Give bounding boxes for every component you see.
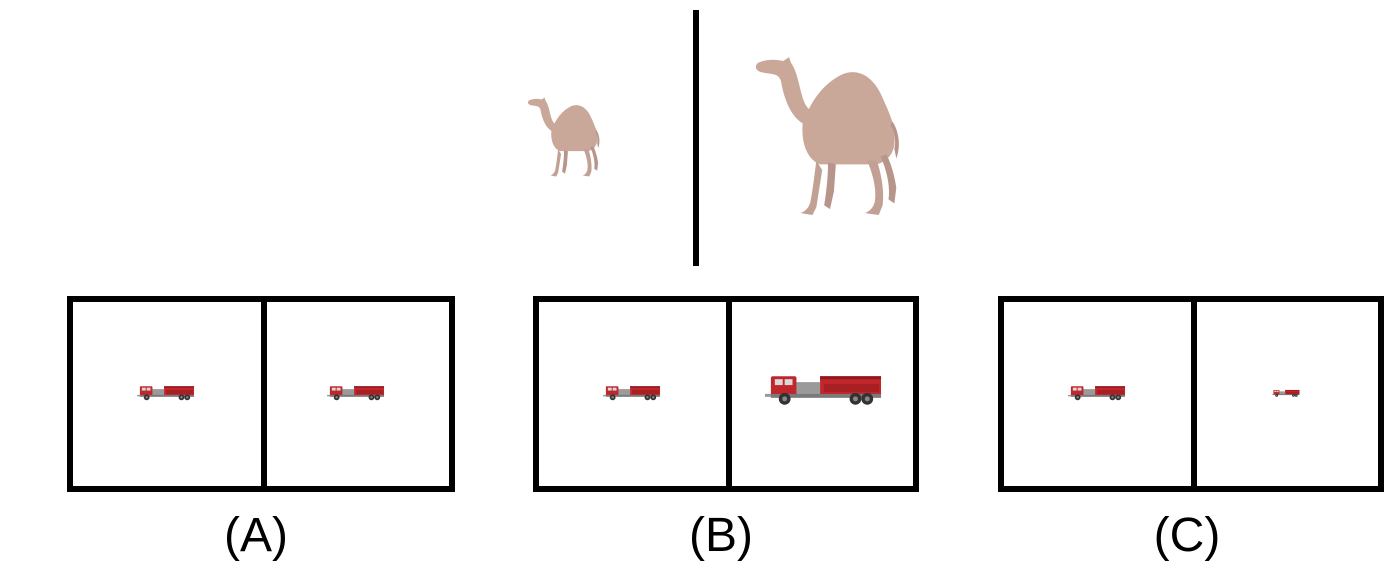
fire-truck-icon: [1272, 389, 1300, 397]
fire-truck-icon: [137, 386, 195, 401]
fire-truck-icon: [765, 376, 882, 405]
panel-divider: [261, 302, 267, 486]
option-c-label: (C): [1153, 509, 1221, 562]
fire-truck-icon: [327, 386, 385, 401]
option-a-label: (A): [224, 509, 288, 562]
option-a-panel[interactable]: [67, 296, 455, 492]
fire-truck-icon: [1068, 386, 1126, 401]
panel-divider: [726, 302, 732, 486]
reference-divider: [693, 10, 699, 266]
camel-icon: [755, 57, 899, 216]
panel-divider: [1191, 302, 1197, 486]
fire-truck-icon: [603, 386, 661, 401]
camel-icon: [527, 97, 600, 177]
option-b-label: (B): [689, 509, 753, 562]
option-b-panel[interactable]: [533, 296, 919, 492]
option-c-panel[interactable]: [998, 296, 1384, 492]
